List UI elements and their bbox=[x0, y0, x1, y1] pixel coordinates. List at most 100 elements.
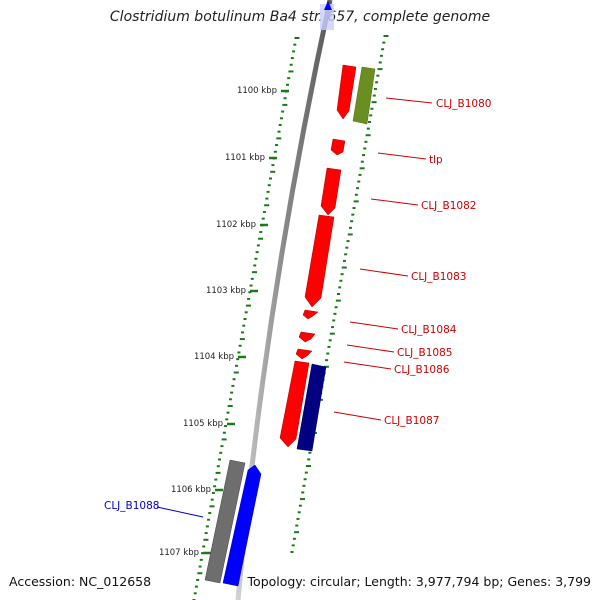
tick-dot bbox=[306, 465, 311, 467]
tick-dot bbox=[383, 35, 389, 37]
tick-dot bbox=[255, 251, 259, 254]
tick-dot bbox=[238, 344, 242, 347]
tick-dot bbox=[279, 117, 283, 120]
tick-dot bbox=[358, 173, 362, 176]
gene-label-clj-b1084[interactable]: CLJ_B1084 bbox=[401, 324, 457, 336]
tick-dot bbox=[356, 187, 360, 190]
tick-dot bbox=[201, 552, 204, 555]
gene-feature-clj-b1082[interactable] bbox=[320, 167, 342, 216]
scale-tick-label: 1102 kbp bbox=[216, 220, 256, 230]
tick-dot bbox=[293, 43, 297, 46]
tick-dot bbox=[219, 451, 223, 454]
genes-label: Genes: bbox=[507, 574, 552, 589]
genome-stats: Topology: circular; Length: 3,977,794 bp… bbox=[248, 574, 591, 589]
gene-label-clj-b1087[interactable]: CLJ_B1087 bbox=[384, 415, 439, 427]
tick-dot bbox=[275, 144, 279, 147]
tick-dot bbox=[382, 41, 386, 44]
tick-dot bbox=[208, 512, 212, 515]
tick-dot bbox=[271, 164, 275, 167]
gene-label-clj-b1086[interactable]: CLJ_B1086 bbox=[394, 364, 450, 376]
tick-dot bbox=[237, 351, 241, 354]
tick-dot bbox=[249, 284, 253, 287]
tick-dot bbox=[288, 70, 294, 73]
scale-tick-label: 1100 kbp bbox=[237, 86, 277, 96]
tick-dot bbox=[226, 411, 230, 414]
tick-dot bbox=[381, 48, 385, 51]
gene-feature-clj-b1084[interactable] bbox=[302, 309, 319, 320]
tick-dot bbox=[243, 318, 247, 320]
topology-value: circular; bbox=[310, 574, 361, 589]
tick-dot bbox=[207, 518, 211, 521]
tick-dot bbox=[328, 339, 332, 342]
gene-feature-tlp[interactable] bbox=[330, 138, 346, 156]
tick-dot bbox=[224, 425, 228, 428]
tick-dot bbox=[362, 154, 366, 157]
tick-dot bbox=[196, 578, 200, 581]
scale-tick-label: 1103 kbp bbox=[206, 286, 246, 296]
tick-dot bbox=[210, 498, 214, 501]
tick-dot bbox=[264, 204, 270, 207]
tick-dot bbox=[199, 558, 203, 561]
tick-dot bbox=[298, 504, 302, 507]
tick-dot bbox=[373, 87, 377, 90]
tick-dot bbox=[294, 37, 300, 39]
tick-dot bbox=[360, 160, 364, 163]
tick-dot bbox=[266, 190, 270, 193]
tick-dot bbox=[258, 237, 264, 240]
tick-dot bbox=[292, 50, 296, 53]
tick-dot bbox=[345, 246, 349, 249]
tick-dot bbox=[222, 431, 226, 434]
gene-label-clj-b1085[interactable]: CLJ_B1085 bbox=[397, 347, 452, 359]
scale-tick-label: 1101 kbp bbox=[225, 153, 265, 163]
tick-dot bbox=[371, 101, 377, 104]
tick-dot bbox=[225, 418, 229, 421]
gene-feature-clj-b1088[interactable] bbox=[222, 464, 262, 587]
tick-dot bbox=[204, 532, 208, 535]
gene-label-clj-b1080[interactable]: CLJ_B1080 bbox=[436, 98, 491, 110]
gene-label-clj-b1088[interactable]: CLJ_B1088 bbox=[104, 500, 159, 512]
gene-feature-clj-b1086[interactable] bbox=[295, 348, 313, 360]
tick-dot bbox=[329, 332, 335, 335]
tick-dot bbox=[353, 200, 359, 203]
tick-dot bbox=[261, 217, 265, 220]
tick-dot bbox=[231, 384, 235, 387]
tick-dot bbox=[281, 110, 285, 113]
gene-label-clj-b1082[interactable]: CLJ_B1082 bbox=[421, 200, 476, 212]
tick-dot bbox=[287, 77, 291, 80]
tick-dot bbox=[278, 123, 282, 126]
tick-dot bbox=[211, 491, 215, 494]
tick-dot bbox=[202, 545, 206, 548]
tick-dot bbox=[369, 114, 373, 117]
tick-dot bbox=[366, 127, 370, 130]
length-label: Length: bbox=[364, 574, 412, 589]
gene-label-tlp[interactable]: tlp bbox=[429, 154, 443, 166]
tick-dot bbox=[218, 458, 221, 461]
grey-feature[interactable] bbox=[204, 459, 246, 584]
scale-tick-label: 1106 kbp bbox=[171, 485, 211, 495]
green-feature[interactable] bbox=[352, 66, 376, 125]
gene-feature-clj-b1080[interactable] bbox=[336, 64, 357, 120]
tick-dot bbox=[296, 517, 300, 520]
gene-label-clj-b1083[interactable]: CLJ_B1083 bbox=[411, 271, 466, 283]
tick-dot bbox=[340, 273, 344, 276]
tick-dot bbox=[216, 465, 220, 468]
tick-dot bbox=[344, 253, 348, 256]
tick-dot bbox=[301, 491, 305, 494]
tick-dot bbox=[215, 471, 221, 474]
tick-dot bbox=[273, 150, 277, 153]
tick-dot bbox=[233, 371, 239, 374]
tick-dot bbox=[297, 511, 301, 514]
tick-dot bbox=[283, 97, 287, 100]
tick-dot bbox=[354, 193, 358, 196]
dark-blue-feature[interactable] bbox=[296, 363, 327, 452]
tick-dot bbox=[370, 107, 374, 110]
tick-dot bbox=[375, 81, 379, 84]
tick-dot bbox=[259, 231, 263, 234]
tick-dot bbox=[250, 277, 254, 280]
gene-feature-clj-b1087[interactable] bbox=[279, 360, 310, 448]
gene-feature-clj-b1085[interactable] bbox=[298, 331, 316, 343]
tick-dot bbox=[295, 524, 299, 527]
viewport-marker bbox=[320, 4, 334, 30]
genome-title-text: Clostridium botulinum Ba4 str. 657, comp… bbox=[109, 9, 491, 25]
gene-feature-clj-b1083[interactable] bbox=[304, 214, 335, 308]
